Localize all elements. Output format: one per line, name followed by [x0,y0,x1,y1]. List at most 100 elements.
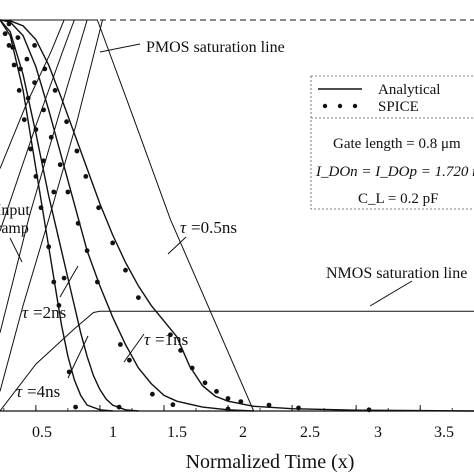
series-label-tau-1ns: τ =1ns [144,330,188,349]
spice-point [33,174,39,179]
spice-point [41,107,46,113]
spice-point [83,174,89,179]
x-tick-labels: 0.5 1 1.5 2 2.5 3 3.5 [32,424,454,441]
spice-point [75,220,81,226]
spice-point [18,66,23,72]
spice-point [56,303,62,308]
analytical-curve-3 [0,19,139,412]
input-ramp-annotation-leader [9,237,23,263]
series-label-leader-4ns [67,335,89,379]
series-label-tau-0.5ns: τ =0.5ns [180,218,237,237]
spice-point [38,205,44,211]
pmos-annotation-leader [99,43,141,53]
spice-point [46,244,52,250]
series-label-tau-value: =4ns [27,382,60,401]
spice-point [96,205,101,211]
input-ramp-annotation-line1: Input [0,202,30,219]
input-ramp-line-1 [0,19,65,169]
x-tick-label: 1 [109,424,117,441]
legend-swatch-spice-dot [337,103,343,109]
spice-point [15,35,21,40]
spice-point [41,158,46,164]
spice-point [84,248,90,254]
spice-point [73,404,78,410]
spice-point [57,162,63,168]
legend-swatch-spice-dot [352,103,358,109]
spice-point [74,148,80,154]
pmos-annotation: PMOS saturation line [146,39,285,56]
series-label-tau-symbol: τ [22,303,29,322]
spice-point [61,275,67,281]
series-label-leader-2ns [59,265,79,298]
input-ramp-annotation-line2: ramp [0,220,29,237]
info-current: I_DOn = I_DOp = 1.720 mA [315,164,474,180]
spice-point [126,357,132,363]
x-tick-label: 1.5 [167,424,187,441]
series-label-tau-symbol: τ [144,330,151,349]
spice-point [48,134,54,140]
spice-point [202,380,208,386]
spice-point [6,21,12,27]
spice-point [6,43,12,48]
spice-dots-layer [2,21,372,413]
series-label-tau-symbol: τ [180,218,187,237]
series-label-tau-value: =0.5ns [191,218,237,237]
spice-point [266,402,272,408]
spice-point [51,189,57,195]
spice-point [136,295,141,300]
spice-point [123,267,128,273]
spice-point [110,240,116,246]
analytical-curve-4 [0,19,113,412]
spice-point [296,405,301,411]
spice-point [65,189,71,195]
pmos-saturation-line [0,19,255,412]
x-tick-label: 3 [374,424,382,441]
spice-point [150,391,155,397]
series-label-leader-0.5ns [167,236,187,255]
spice-point [24,56,30,62]
curves-layer [0,19,474,412]
spice-point [52,88,58,93]
x-tick-label: 3.5 [434,424,454,441]
spice-point [28,146,34,152]
nmos-annotation-leader [369,280,413,307]
info-gate-length: Gate length = 0.8 μm [333,136,461,152]
spice-point [51,279,57,285]
spice-point [42,66,48,72]
series-label-tau-value: =2ns [33,303,66,322]
series-label-tau-4ns: τ =4ns [16,382,60,401]
spice-point [32,80,37,85]
legend-box: Analytical SPICE Gate length = 0.8 μm I_… [310,75,474,210]
input-ramp-line-2 [0,19,75,232]
x-tick-label: 0.5 [32,424,52,441]
spice-point [64,119,69,125]
spice-point [238,399,244,404]
spice-point [225,396,231,401]
series-label-leader-1ns [123,333,145,363]
spice-point [366,407,372,413]
spice-point [33,127,39,132]
spice-point [189,365,195,371]
input-ramp-line-4 [0,19,103,392]
legend-swatch-spice-dot [322,103,328,109]
x-tick-label: 2 [239,424,247,441]
nmos-saturation-line [0,310,474,412]
spice-point [21,117,27,123]
spice-point [168,332,173,338]
spice-point [178,348,184,353]
nmos-annotation: NMOS saturation line [326,265,467,282]
series-label-tau-value: =1ns [155,330,188,349]
x-axis-title: Normalized Time (x) [186,451,355,473]
info-load: C_L = 0.2 pF [358,191,438,207]
analytical-curve-2 [0,19,254,412]
spice-point [118,342,123,347]
spice-point [16,88,22,93]
spice-point [25,95,31,101]
spice-point [225,406,231,412]
series-label-tau-symbol: τ [16,382,23,401]
spice-point [11,62,17,68]
legend-label-spice: SPICE [378,99,419,115]
spice-point [116,404,122,410]
analytical-curve-1 [0,19,474,412]
